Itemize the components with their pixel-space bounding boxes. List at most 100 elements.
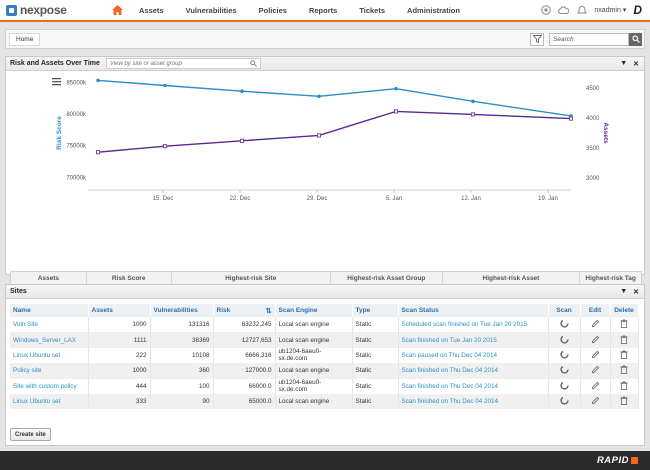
cell-delete — [610, 363, 639, 379]
column-header-delete[interactable]: Delete — [610, 304, 639, 317]
nav-tickets[interactable]: Tickets — [359, 5, 386, 15]
column-header-name[interactable]: Name — [10, 304, 89, 317]
sites-table: Name Assets Vulnerabilities Risk ⇅ Scan Engin… — [10, 304, 639, 410]
edit-icon[interactable] — [591, 365, 600, 376]
breadcrumb-home[interactable]: Home — [9, 32, 41, 46]
close-icon[interactable]: ✕ — [633, 288, 639, 296]
table-row: Linux Ubuntu set 222 10108 6666,316 ub1204-6… — [10, 347, 639, 364]
table-row: Site with custom policy 444 100 66000.0 ub12… — [10, 378, 639, 394]
assets-point — [239, 138, 244, 143]
risk-score-point — [471, 99, 475, 104]
cell-edit — [580, 378, 611, 394]
delete-icon[interactable] — [620, 381, 628, 392]
edit-icon[interactable] — [591, 335, 600, 346]
search-button[interactable] — [629, 32, 642, 46]
risk-panel: Risk and Assets Over Time ▼ ✕ 85000k 8000… — [5, 56, 645, 323]
edit-icon[interactable] — [591, 381, 600, 392]
cell-risk: 63232,245 — [213, 317, 276, 333]
scan-icon[interactable] — [559, 350, 569, 361]
scan-icon[interactable] — [559, 319, 569, 330]
delete-icon[interactable] — [620, 335, 628, 346]
column-header-type[interactable]: Type — [352, 304, 399, 317]
edit-icon[interactable] — [591, 396, 600, 407]
rapid7-logo-icon — [631, 457, 638, 464]
site-name-link[interactable]: Linux Ubuntu set — [10, 393, 89, 410]
collapse-icon[interactable]: ▼ — [620, 59, 628, 67]
nexpose-logo-icon — [6, 4, 17, 16]
site-name-link[interactable]: Policy site — [10, 363, 89, 379]
column-header-scan-status[interactable]: Scan Status — [398, 304, 549, 317]
column-header-scan-engine[interactable]: Scan Engine — [275, 304, 353, 317]
cell-scan-engine: Local scan engine — [275, 393, 353, 410]
column-header-vulnerabilities[interactable]: Vulnerabilities — [150, 304, 214, 317]
scan-status-link[interactable]: Scan finished on Thu Dec 04 2014 — [398, 363, 549, 379]
y-axis-label: Risk Score — [56, 116, 63, 150]
sites-panel-title: Sites — [10, 288, 27, 295]
cell-edit — [580, 317, 611, 333]
site-name-link[interactable]: Linux Ubuntu set — [10, 347, 89, 364]
sort-icon[interactable]: ⇅ — [265, 307, 272, 315]
chart-menu-icon-line — [52, 81, 61, 83]
cell-type: Static — [352, 363, 399, 379]
scan-icon[interactable] — [559, 365, 569, 376]
nav-vulnerabilities[interactable]: Vulnerabilities — [185, 5, 237, 15]
scan-icon[interactable] — [559, 396, 569, 407]
cell-scan-engine: ub1204-6aeu0-sx.de.com — [275, 347, 353, 364]
delete-icon[interactable] — [620, 365, 628, 376]
scan-status-link[interactable]: Scan finished on Thu Dec 04 2014 — [398, 393, 549, 410]
column-header-scan[interactable]: Scan — [548, 304, 581, 317]
column-header-risk[interactable]: Risk ⇅ — [213, 304, 276, 317]
breadcrumb: Home — [5, 29, 645, 49]
assets-point — [569, 116, 574, 121]
scan-icon[interactable] — [559, 381, 569, 392]
nav-administration[interactable]: Administration — [407, 5, 460, 15]
site-name-link[interactable]: Windows_Server_LAX — [10, 332, 89, 348]
scan-icon[interactable] — [559, 334, 569, 346]
nav-menu: Assets Vulnerabilities Policies Reports Tick… — [128, 6, 471, 15]
collapse-icon[interactable]: ▼ — [620, 287, 628, 295]
cell-delete — [610, 317, 639, 333]
nav-assets[interactable]: Assets — [139, 5, 164, 15]
y-tick-label: 75000k — [66, 144, 87, 150]
search-input[interactable] — [549, 32, 629, 46]
delete-icon[interactable] — [620, 350, 628, 361]
cell-delete — [610, 347, 639, 364]
nexpose-logo[interactable]: nexpose — [6, 3, 101, 17]
filter-icon[interactable] — [530, 32, 544, 46]
home-icon[interactable] — [110, 3, 124, 17]
create-site-button[interactable]: Create site — [10, 428, 51, 441]
notifications-icon[interactable] — [576, 5, 587, 16]
site-group-search-input[interactable] — [105, 58, 261, 69]
scan-status-link[interactable]: Scan finished on Tue Jan 20 2015 — [398, 332, 549, 348]
nav-policies[interactable]: Policies — [258, 5, 287, 15]
user-menu[interactable]: nxadmin ▾ — [594, 7, 627, 14]
chart-menu-icon-line — [52, 84, 61, 86]
delete-icon[interactable] — [620, 319, 628, 330]
cell-edit — [580, 332, 611, 348]
help-icon[interactable] — [540, 5, 551, 16]
edit-icon[interactable] — [591, 350, 600, 361]
nav-reports[interactable]: Reports — [308, 5, 338, 15]
column-header-edit[interactable]: Edit — [580, 304, 611, 317]
search-icon — [631, 35, 640, 43]
scan-status-link[interactable]: Scheduled scan finished on Tue Jan 20 20… — [398, 317, 549, 333]
risk-score-point — [163, 83, 167, 88]
scan-status-link[interactable]: Scan paused on Thu Dec 04 2014 — [398, 347, 549, 364]
cell-scan — [548, 317, 581, 333]
cell-vulnerabilities: 10108 — [150, 347, 214, 364]
risk-score-point — [96, 78, 100, 83]
table-row: Policy site 1000 360 127000.0 Local scan eng… — [10, 363, 639, 379]
delete-icon[interactable] — [620, 396, 628, 407]
cell-vulnerabilities: 90 — [150, 393, 214, 410]
edit-icon[interactable] — [591, 319, 600, 330]
cell-risk: 65000.0 — [213, 393, 276, 410]
cloud-icon[interactable] — [558, 5, 570, 16]
cell-scan-engine: ub1204-6aeu0-sx.de.com — [275, 378, 353, 394]
sites-panel-header: Sites ▼ ✕ — [6, 285, 644, 299]
site-name-link[interactable]: Vuln Site — [10, 317, 89, 333]
close-icon[interactable]: ✕ — [633, 60, 639, 68]
column-header-assets[interactable]: Assets — [88, 304, 151, 317]
risk-score-point — [394, 86, 398, 91]
site-name-link[interactable]: Site with custom policy — [10, 378, 89, 394]
scan-status-link[interactable]: Scan finished on Thu Dec 04 2014 — [398, 378, 549, 394]
